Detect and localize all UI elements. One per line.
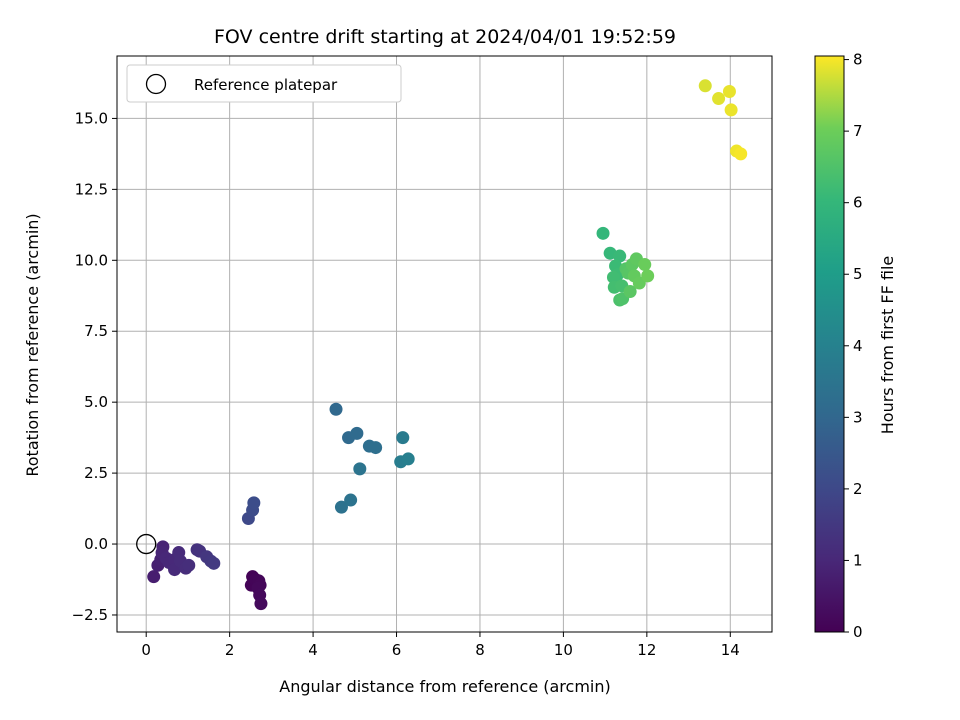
y-axis-label: Rotation from reference (arcmin) [23,213,42,476]
colorbar-tick-label: 7 [853,122,863,140]
y-tick-label: −2.5 [72,606,108,624]
legend-box [126,64,402,103]
data-point [641,269,655,283]
data-point [623,285,637,299]
colorbar-tick-label: 1 [853,551,863,569]
colorbar-tick-label: 0 [853,623,863,641]
y-tick-label: 12.5 [75,180,108,198]
y-tick-label: 15.0 [75,109,108,127]
data-point [254,597,268,611]
x-tick-label: 14 [721,641,740,659]
colorbar [814,55,845,633]
data-point [350,426,364,440]
x-tick-label: 12 [637,641,656,659]
data-point [329,402,343,416]
data-point [734,147,748,161]
data-point [401,452,415,466]
data-point [247,496,261,510]
scatter-points [147,79,748,611]
colorbar-tick-label: 2 [853,480,863,498]
x-tick-label: 8 [475,641,485,659]
data-point [396,431,410,445]
data-point [182,558,196,572]
data-point [724,103,738,117]
data-point [344,493,358,507]
x-tick-label: 4 [308,641,318,659]
legend-label-reference-platepar: Reference platepar [194,76,338,94]
plot-frame [116,55,773,633]
data-point [698,79,712,93]
reference-platepar-marker [136,533,157,555]
grid-lines [117,56,772,632]
colorbar-ticks: 0 1 2 3 4 5 6 7 8 [844,51,863,641]
legend: Reference platepar [126,64,402,103]
x-tick-label: 0 [141,641,151,659]
colorbar-label: Hours from first FF file [878,256,897,435]
y-tick-label: 2.5 [84,464,108,482]
data-point [638,258,652,272]
x-axis-label: Angular distance from reference (arcmin) [279,677,610,696]
data-point [722,84,736,98]
y-axis-ticks: −2.5 0.0 2.5 5.0 7.5 10.0 12.5 15.0 [72,109,117,624]
colorbar-tick-label: 4 [853,337,863,355]
y-tick-label: 5.0 [84,393,108,411]
data-point [353,462,367,476]
y-tick-label: 7.5 [84,322,108,340]
data-point [606,270,620,284]
data-point [596,226,610,240]
x-tick-label: 6 [392,641,402,659]
data-point [712,92,726,106]
colorbar-tick-label: 6 [853,194,863,212]
colorbar-tick-label: 5 [853,265,863,283]
data-point [613,249,627,263]
y-tick-label: 10.0 [75,251,108,269]
colorbar-tick-label: 8 [853,51,863,69]
data-point [207,556,221,570]
x-tick-label: 10 [554,641,573,659]
colorbar-tick-label: 3 [853,408,863,426]
chart-title: FOV centre drift starting at 2024/04/01 … [214,26,676,48]
data-point [334,500,348,514]
x-axis-ticks: 0 2 4 6 8 10 12 14 [141,632,740,659]
data-point [369,441,383,455]
data-point [147,570,161,584]
x-tick-label: 2 [225,641,235,659]
legend-reference-marker [145,73,167,95]
y-tick-label: 0.0 [84,535,108,553]
